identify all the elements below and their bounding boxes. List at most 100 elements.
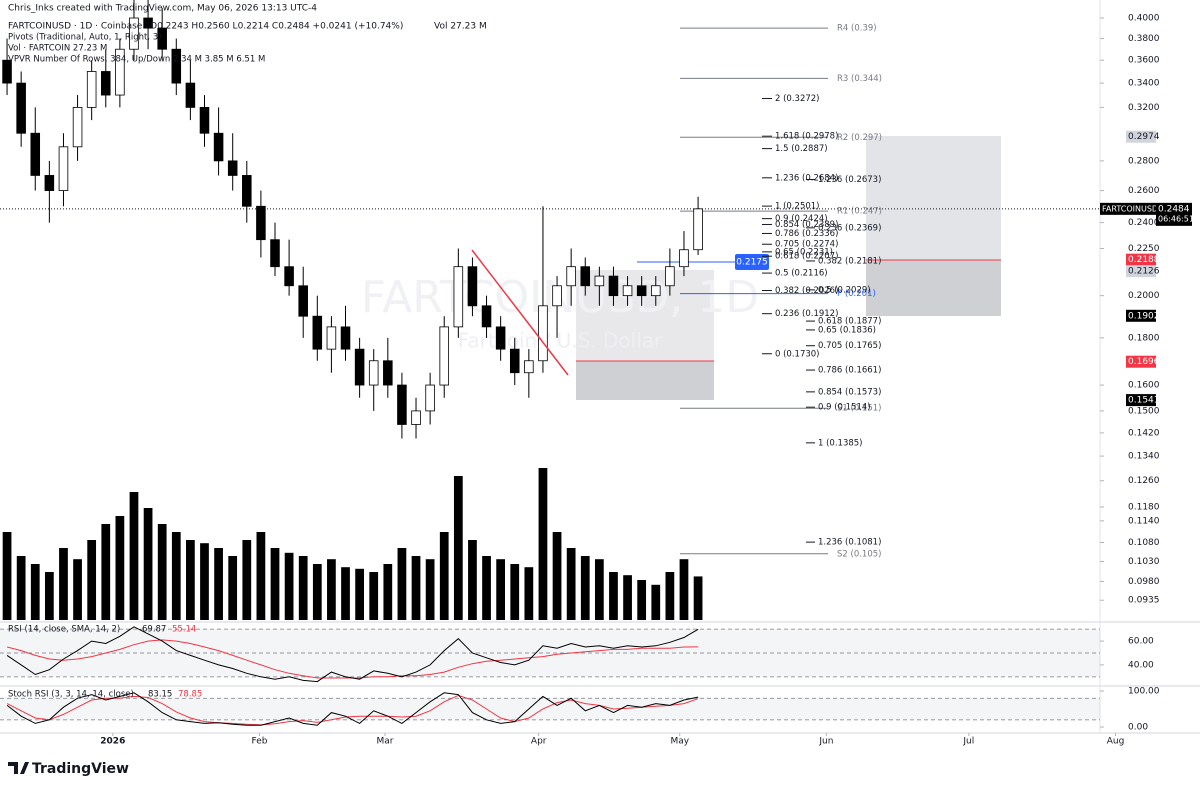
y-tick-label: 0.3400 xyxy=(1128,79,1160,89)
candle-body xyxy=(524,360,534,374)
price-marker xyxy=(1126,130,1156,143)
volume-bar xyxy=(425,559,435,620)
candle-body xyxy=(129,17,139,50)
volume-bar xyxy=(524,567,534,620)
volume-bar xyxy=(580,556,590,620)
volume-bar xyxy=(369,572,379,620)
candle-body xyxy=(157,27,167,50)
candle-body xyxy=(213,132,224,162)
volume-bar xyxy=(651,584,661,620)
last-price-symbol-box xyxy=(1100,202,1156,215)
candle-body xyxy=(284,266,294,287)
rsi-legend: RSI (14, close, SMA, 14, 2) xyxy=(8,625,120,635)
volume-bar xyxy=(327,559,336,620)
y-tick-label: 0.2000 xyxy=(1128,291,1160,301)
candle-body xyxy=(425,384,435,412)
y-tick-label: 0.1080 xyxy=(1128,538,1160,548)
band-fill xyxy=(0,698,1100,720)
fib-label: 1.236 (0.2684) xyxy=(775,173,838,183)
position-stop-zone xyxy=(576,361,714,400)
volume-bar xyxy=(73,559,82,620)
volume-bar xyxy=(693,576,703,620)
volume-bar xyxy=(284,552,294,620)
last-price-symbol: FARTCOINUSD xyxy=(1102,204,1158,213)
x-tick-label: May xyxy=(670,737,689,747)
volume-bar xyxy=(59,548,68,620)
pivot-label: R3 (0.344) xyxy=(837,74,882,84)
candle-body xyxy=(340,326,351,350)
alert-box xyxy=(735,254,769,271)
background-layer xyxy=(0,0,1200,734)
candle-body xyxy=(2,59,12,84)
volume-bar xyxy=(228,556,238,620)
price-marker-label: 0.1902 xyxy=(1128,311,1160,321)
pivot-label: R4 (0.39) xyxy=(837,24,877,34)
volume-bar xyxy=(242,540,252,620)
volume-bar xyxy=(594,559,604,620)
candle-body xyxy=(326,326,337,350)
watermark: FARTCOINUSD, 1D Fartcoin / U.S. Dollar xyxy=(361,272,759,353)
volume-bar xyxy=(566,548,576,620)
y-tick-label: 0.00 xyxy=(1128,723,1148,733)
fib-label: 1.236 (0.2673) xyxy=(818,175,881,185)
stoch-legend: Stoch RSI (3, 3, 14, 14, close) xyxy=(8,690,134,700)
candle-body xyxy=(397,384,407,425)
volume-bar xyxy=(482,556,491,620)
volume-bar xyxy=(468,540,477,620)
stoch-k-line xyxy=(6,692,699,726)
brand-icon xyxy=(8,762,29,774)
band-fill xyxy=(0,629,1100,677)
volume-bar xyxy=(355,568,364,620)
candle-body xyxy=(199,106,210,134)
candle-body xyxy=(679,249,689,268)
candle-body xyxy=(636,285,647,297)
price-marker-label: 0.1541 xyxy=(1128,396,1160,406)
price-marker xyxy=(1126,253,1156,266)
fib-label: 0.5 (0.2029) xyxy=(818,285,871,295)
volume-bar xyxy=(453,476,463,620)
rsi-ma-value: 55.14 xyxy=(172,625,196,635)
volume-bar xyxy=(298,556,308,620)
alert-label: 0.2175 xyxy=(736,258,768,268)
x-tick-label: Aug xyxy=(1107,737,1125,747)
price-marker-label: 0.2126 xyxy=(1128,267,1160,277)
volume-bar xyxy=(2,532,12,620)
fib-label: 2 (0.3272) xyxy=(775,94,819,104)
fib-label: 0.618 (0.1877) xyxy=(818,317,881,327)
price-marker xyxy=(1126,265,1156,278)
watermark-description: Fartcoin / U.S. Dollar xyxy=(458,329,663,353)
price-marker-label: 0.1696 xyxy=(1128,357,1160,367)
candle-body xyxy=(495,326,506,350)
y-tick-label: 0.2600 xyxy=(1128,186,1160,196)
volume-bar xyxy=(171,532,181,620)
volume-bar xyxy=(115,516,125,620)
indicator-legend: Pivots (Traditional, Auto, 1, Right, 3) xyxy=(8,33,161,43)
y-tick-label: 0.2250 xyxy=(1128,244,1160,254)
fib-label: 0.854 (0.2389) xyxy=(775,220,838,230)
candle-body xyxy=(256,205,266,241)
candle-body xyxy=(538,305,548,362)
candle-body xyxy=(185,82,196,108)
fib-label: 0.236 (0.2369) xyxy=(818,223,881,233)
volume-bar xyxy=(30,564,40,620)
volume-bar xyxy=(637,580,647,620)
fib-label: 1.618 (0.2978) xyxy=(775,132,838,142)
candle-body xyxy=(312,315,323,350)
attribution: Chris_Inks created with TradingView.com,… xyxy=(8,4,317,14)
candle-body xyxy=(86,71,97,108)
candle-body xyxy=(270,239,280,268)
volume-bar xyxy=(665,572,675,620)
fib-label: 0 (0.1730) xyxy=(775,349,819,359)
fib-label: 1 (0.2501) xyxy=(775,202,819,212)
volume-bar xyxy=(496,559,506,620)
y-tick-label: 0.1600 xyxy=(1128,381,1160,391)
candle-body xyxy=(44,175,55,191)
y-tick-label: 0.1180 xyxy=(1128,503,1160,513)
bar-countdown: 06:46:51 xyxy=(1158,214,1194,223)
candle-body xyxy=(608,275,619,297)
volume-bar xyxy=(312,564,322,620)
stoch-d-value: 78.85 xyxy=(178,690,202,700)
position-target-zone xyxy=(866,136,1001,260)
candle-body xyxy=(552,285,562,307)
